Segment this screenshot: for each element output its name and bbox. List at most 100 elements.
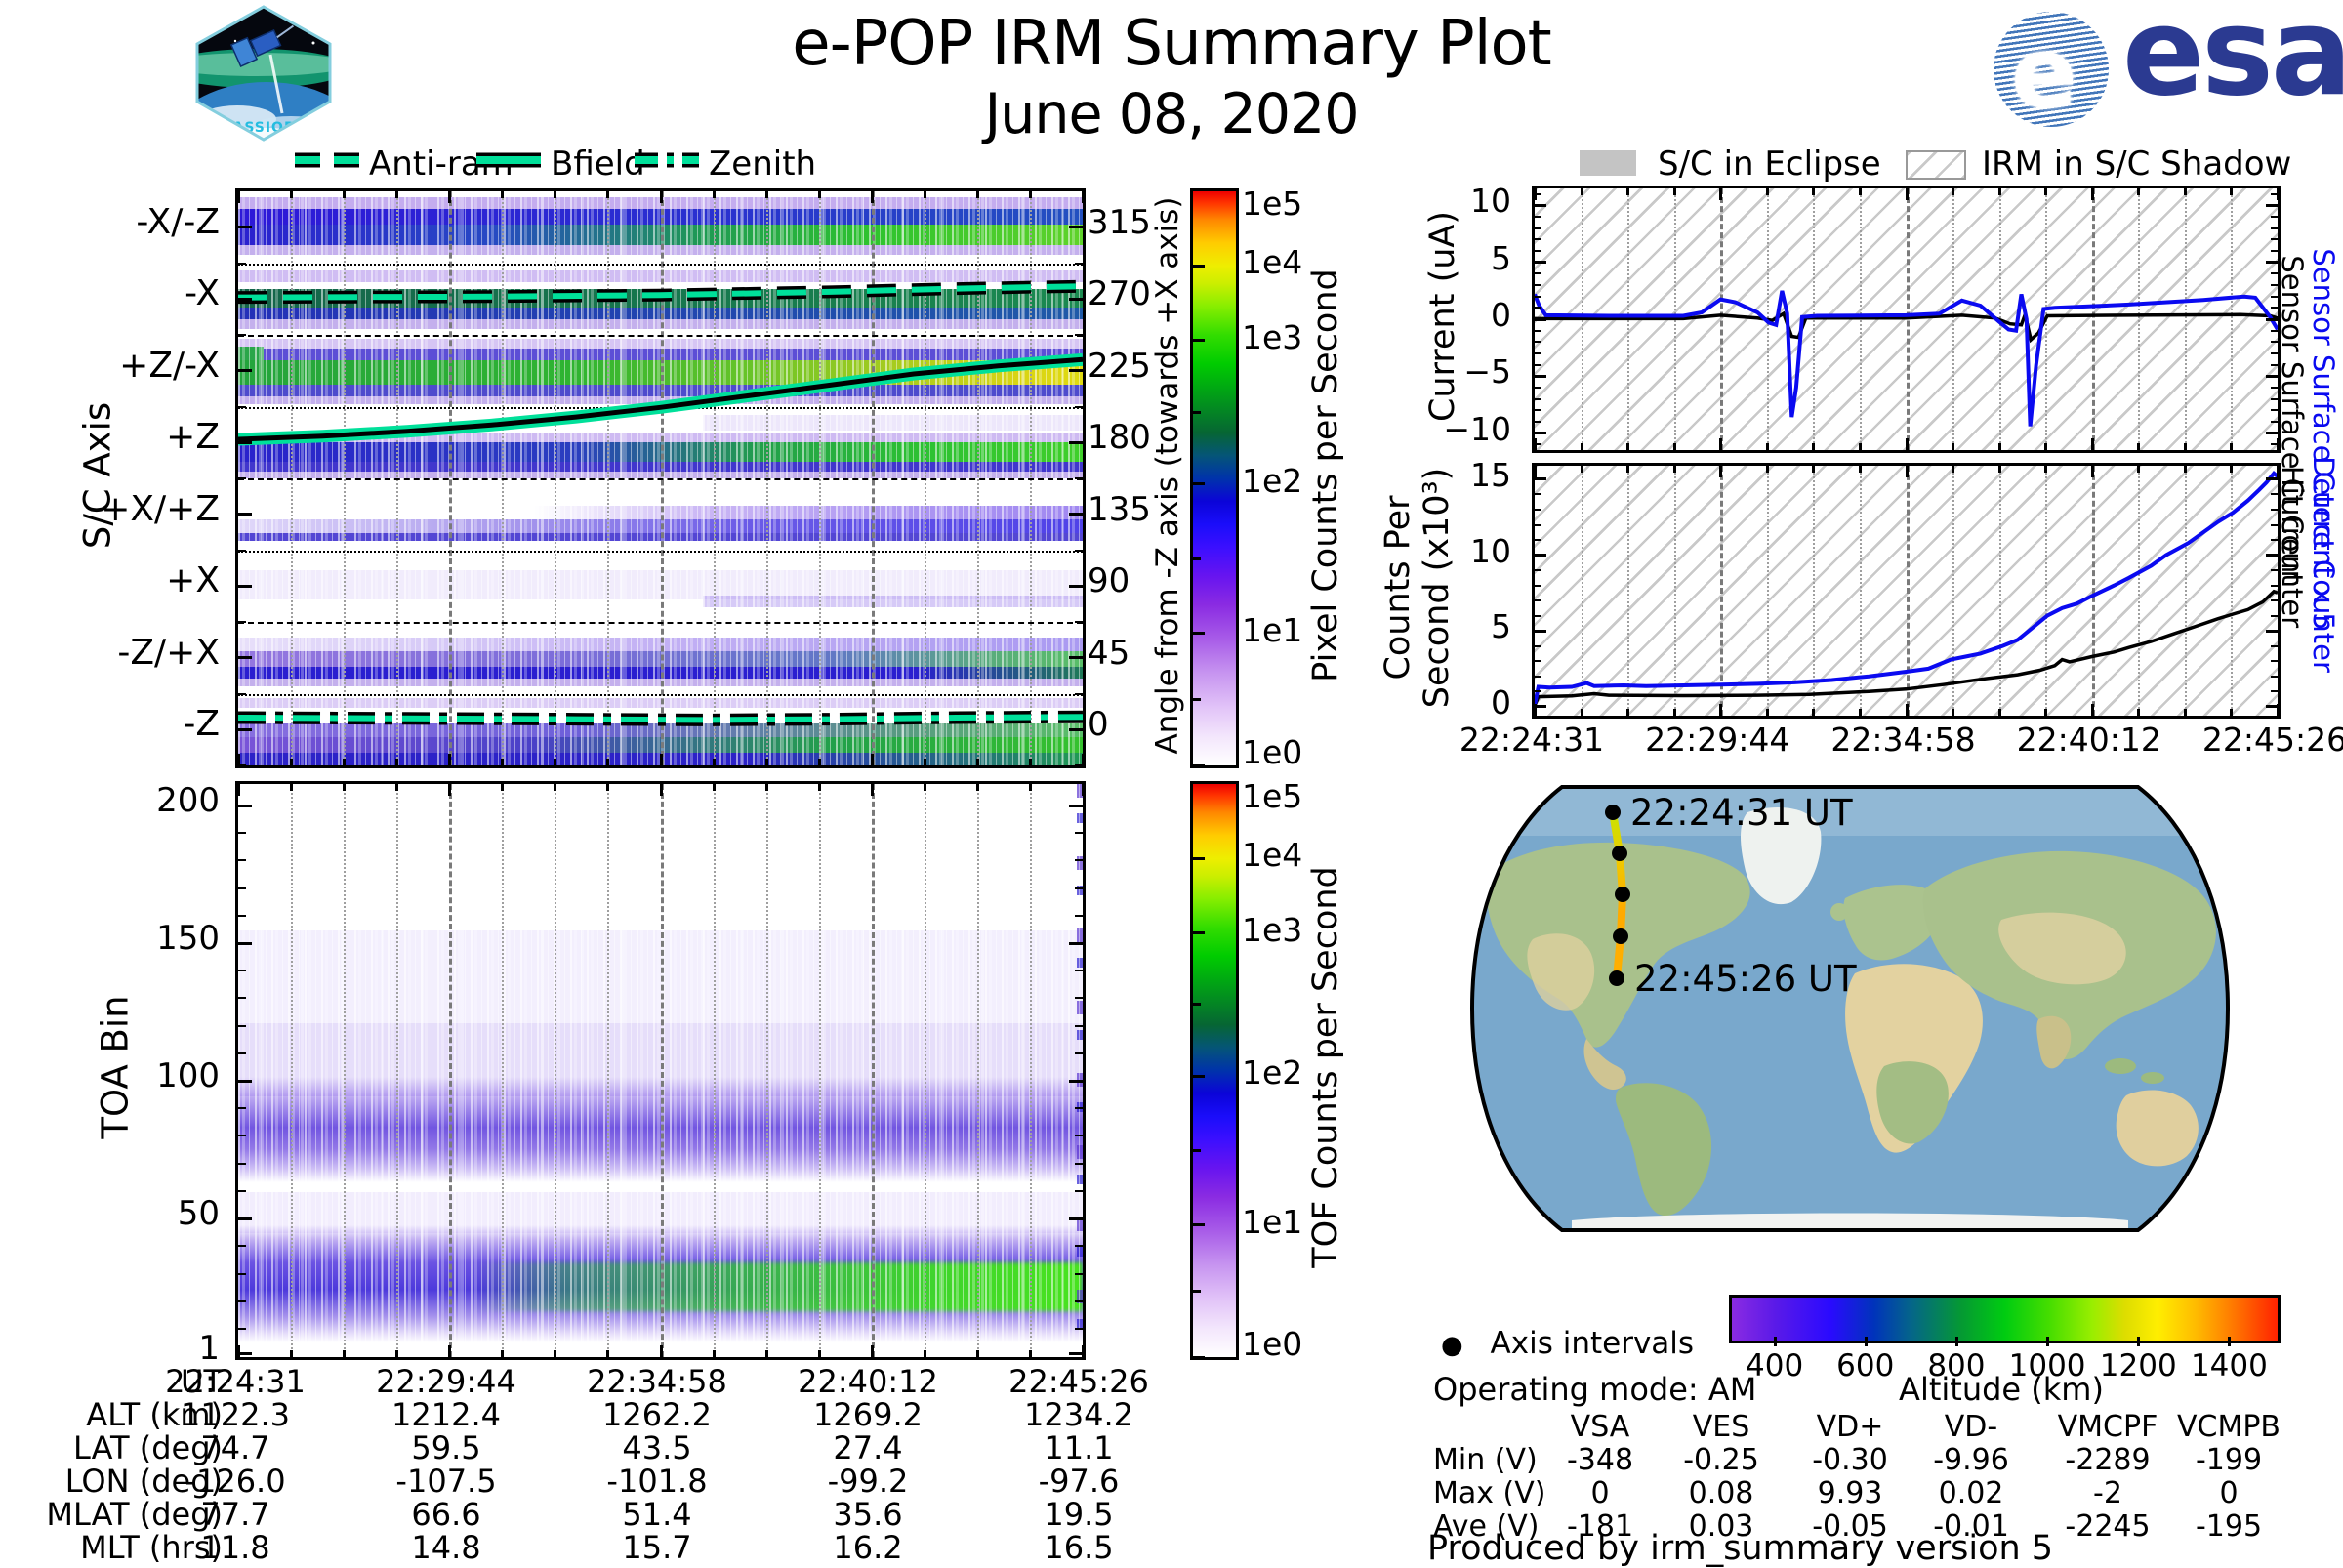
sc-axis-tick-label: -Z [183, 704, 220, 745]
y-minortick [1075, 477, 1083, 479]
altitude-tick-label: 400 [1745, 1348, 1804, 1383]
altitude-tick [2228, 1337, 2232, 1346]
y-tick [238, 369, 252, 373]
minor-gridline [396, 784, 399, 1357]
x-tick [1028, 784, 1032, 791]
y-minortick [2271, 363, 2278, 366]
x-tick [712, 759, 716, 765]
altitude-tick-label: 1200 [2099, 1348, 2177, 1383]
y-tick [238, 297, 252, 301]
y-minortick [2271, 238, 2278, 241]
ephemeris-value: 19.5 [1044, 1496, 1114, 1533]
y-minortick [238, 1162, 246, 1165]
sc-axis-spectrogram [235, 188, 1086, 768]
x-tick [975, 1350, 979, 1357]
minor-gridline [555, 784, 557, 1357]
produced-by: Produced by irm_summary version 5 [1427, 1529, 2054, 1568]
y-minortick [1075, 334, 1083, 336]
x-tick [606, 191, 610, 198]
ephemeris-table: UT 22:24:31 22:29:44 22:34:58 22:40:12 22:45:… [0, 1363, 1148, 1566]
ephemeris-value: -101.8 [606, 1463, 708, 1500]
minor-gridline [2138, 188, 2141, 450]
satellite-icon [229, 24, 295, 67]
counts-plot [1532, 463, 2281, 719]
x-tick [2090, 466, 2094, 477]
x-tick [2230, 466, 2234, 473]
y-tick [1069, 584, 1083, 588]
ephemeris-value: 22:40:12 [798, 1363, 938, 1400]
y-minortick [2271, 250, 2278, 253]
altitude-tick-label: 600 [1836, 1348, 1895, 1383]
y-minortick [238, 859, 246, 862]
x-tick [2230, 443, 2234, 450]
x-tick [1672, 466, 1676, 473]
x-tick [870, 754, 874, 765]
y-minortick [1075, 1327, 1083, 1330]
ephemeris-value: 14.8 [411, 1529, 481, 1566]
major-gridline [2091, 188, 2095, 450]
y-minortick [1535, 204, 1541, 207]
x-tick [395, 191, 399, 198]
ground-track-map: 22:24:31 UT 22:45:26 UT [1469, 785, 2231, 1232]
y-minortick [1535, 375, 1541, 378]
ephemeris-value: 1269.2 [813, 1396, 923, 1433]
y-minortick [1535, 386, 1541, 389]
y-minortick [1535, 690, 1541, 693]
y-minortick [238, 1327, 246, 1330]
y-minortick [1535, 284, 1541, 287]
minor-gridline [1952, 188, 1955, 450]
x-tick [923, 759, 926, 765]
voltage-value: 0 [2219, 1476, 2239, 1510]
x-tick [1765, 466, 1769, 473]
y-minortick [1535, 192, 1541, 195]
ephemeris-value: 11.8 [200, 1529, 270, 1566]
x-tick [1672, 443, 1676, 450]
minor-gridline [2184, 466, 2187, 716]
y-tick [238, 440, 252, 444]
ephemeris-value: 66.6 [411, 1496, 481, 1533]
colorbar-tick-label: 1e2 [1242, 1053, 1303, 1093]
x-tick [1719, 704, 1723, 716]
x-tick [2277, 704, 2278, 716]
y-minortick [238, 1300, 246, 1302]
major-gridline [449, 784, 453, 1357]
colorbar-tick [1193, 339, 1205, 343]
esa-logo: e esa [1994, 0, 2343, 131]
y-minortick [1075, 1189, 1083, 1192]
x-tick [1812, 466, 1816, 473]
track-dot-1 [1605, 805, 1621, 820]
minor-gridline [1859, 466, 1862, 716]
ephemeris-row-label: LAT (deg) [73, 1429, 223, 1466]
y-minortick [238, 1189, 246, 1192]
major-gridline [871, 784, 875, 1357]
page-title: e-POP IRM Summary Plot [792, 8, 1552, 80]
x-tick [554, 191, 557, 198]
shadow-swatch [1906, 150, 1966, 180]
ephemeris-value: -126.0 [185, 1463, 286, 1500]
sc-axis-tick-label: +X [166, 560, 220, 601]
current-ytick-labels: 10 5 0 −5 −10 [1435, 182, 1521, 447]
altitude-tick [2137, 1337, 2141, 1346]
y-minortick [238, 970, 246, 972]
y-minortick [1075, 914, 1083, 917]
track-dot-5 [1609, 970, 1624, 986]
minor-gridline [2231, 466, 2234, 716]
minor-gridline [1998, 466, 2001, 716]
x-tick [1719, 438, 1723, 450]
y-minortick [1075, 832, 1083, 835]
y-minortick [2271, 569, 2278, 572]
ephemeris-value: 77.7 [200, 1496, 270, 1533]
esa-wordmark: esa [2122, 0, 2343, 123]
x-tick [1765, 443, 1769, 450]
voltage-value: -2 [2093, 1476, 2122, 1510]
x-tick [1952, 709, 1955, 716]
x-tick [554, 784, 557, 791]
y-minortick [2271, 539, 2278, 542]
hit-counter-label: Hit Counter [2276, 465, 2309, 629]
x-tick [1905, 704, 1909, 716]
y-minortick [2271, 599, 2278, 602]
colorbar-tick-label: 1e0 [1242, 1325, 1303, 1363]
orientation-legend: Anti-ram Bfield Zenith [283, 143, 816, 184]
voltage-value: 0 [1590, 1476, 1610, 1510]
x-tick [1082, 191, 1083, 203]
